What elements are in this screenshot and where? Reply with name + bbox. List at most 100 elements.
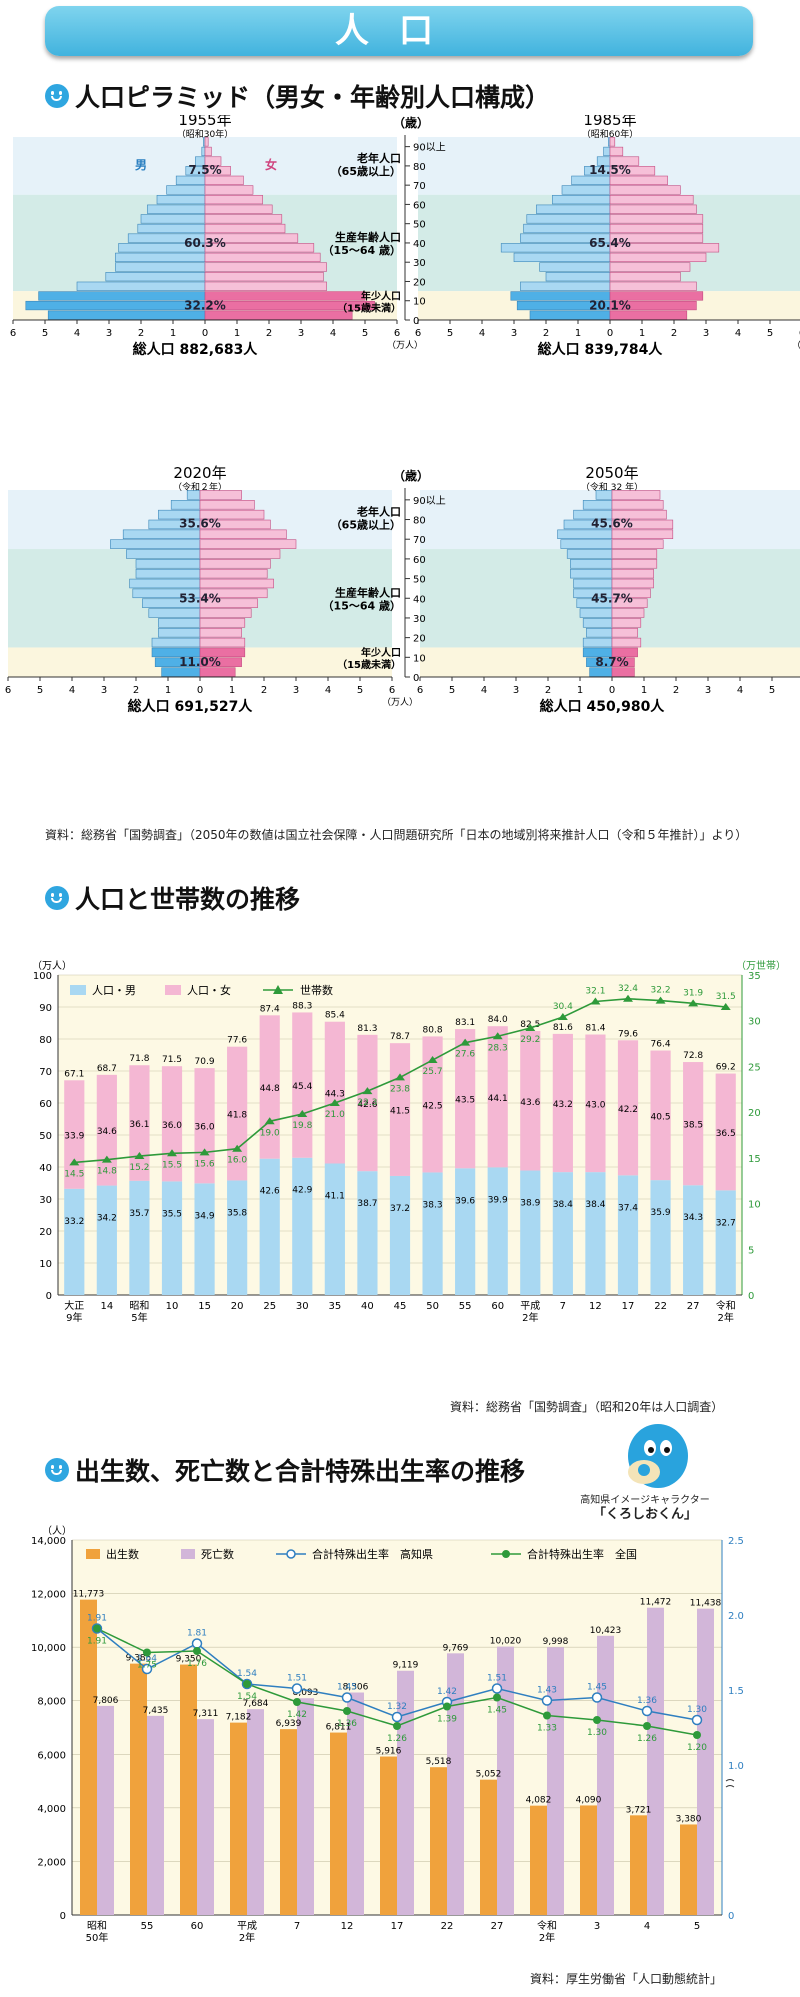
households-value: 15.2 [129,1163,149,1173]
x-tick-label: 2 [261,685,267,696]
total-population: 総人口 882,683人 [133,341,259,358]
births-bar [180,1664,197,1915]
male-bar [570,559,613,569]
deaths-value: 7,806 [93,1696,119,1706]
x-tick-label: 昭和 [129,1300,149,1312]
tfr-kochi-value: 1.51 [287,1674,307,1684]
births-value: 6,939 [276,1719,302,1729]
x-tick-label: 2年 [239,1931,255,1944]
y2-tick-label: 2.5 [728,1536,744,1547]
x-tick-label: 17 [391,1921,404,1932]
working-band-label: （15〜64 歳） [323,243,401,257]
male-value: 33.2 [64,1217,84,1227]
legend-swatch [181,1549,195,1559]
x-tick-label: 22 [441,1921,454,1932]
pyramid-title: 2020年 [173,464,226,482]
female-bar [611,549,658,559]
axis-break-icon [725,1779,735,1788]
households-point [167,1149,177,1157]
births-value: 4,090 [576,1795,602,1805]
y2-tick-label: 25 [748,1062,761,1073]
male-bar [201,146,206,157]
female-value: 36.0 [195,1123,215,1133]
elderly-band-label: 老年人口 [356,151,401,165]
female-bar [650,1050,671,1181]
births-value: 9,350 [176,1655,202,1665]
male-bar [586,627,613,638]
tfr-japan-point [693,1731,701,1739]
female-value: 43.2 [553,1100,573,1110]
male-bar [137,223,206,234]
male-bar [487,1167,508,1295]
female-bar [204,291,366,301]
tfr-japan-value: 1.91 [87,1637,107,1647]
x-tick-label: 27 [687,1301,700,1312]
age-tick-label: 0 [413,673,419,684]
female-bar [715,1073,736,1191]
female-value: 36.0 [162,1121,182,1131]
pyramid-subtitle: （令和２年） [173,481,227,493]
female-bar [324,1021,345,1164]
x-tick-label: 2 [673,685,679,696]
age-tick-label: 10 [413,297,426,308]
age-tick-label: 20 [413,634,426,645]
male-value: 34.9 [195,1211,215,1221]
y-tick-label: 80 [39,1035,52,1046]
x-tick-label: 3 [594,1921,600,1932]
births-value: 5,052 [476,1770,502,1780]
tfr-kochi-point [641,1705,653,1717]
age-tick-label: 70 [413,535,426,546]
female-bar [129,1065,150,1181]
male-bar [292,1157,313,1295]
deaths-bar [597,1635,614,1915]
female-value: 38.5 [683,1121,703,1131]
female-value: 33.9 [64,1132,84,1142]
deaths-bar [497,1646,514,1915]
households-value: 15.6 [195,1159,215,1169]
tfr-kochi-value: 1.43 [537,1686,557,1696]
households-value: 27.6 [455,1050,475,1060]
young-share: 32.2% [184,299,226,313]
x-tick-label: 5 [357,685,363,696]
female-bar [611,539,664,549]
female-bar [204,262,327,272]
x-tick-label: 30 [296,1301,309,1312]
legend-label: 人口・女 [187,983,231,997]
x-tick-label: 2 [545,685,551,696]
deaths-value: 9,998 [543,1637,569,1647]
male-bar [715,1190,736,1295]
male-bar [148,608,201,618]
x-tick-label: 5 [42,328,48,339]
y-tick-label: 60 [39,1099,52,1110]
male-bar [64,1188,85,1295]
y-tick-label: 14,000 [31,1536,66,1547]
tfr-kochi-value: 1.45 [587,1683,607,1693]
births-value: 3,380 [676,1814,702,1824]
legend-marker [286,1549,296,1559]
male-bar [110,539,201,549]
x-tick-label: 3 [293,685,299,696]
y-tick-label: 50 [39,1131,52,1142]
deaths-value: 7,435 [143,1706,169,1716]
tfr-kochi-value: 1.54 [237,1669,257,1679]
deaths-bar [147,1715,164,1915]
female-bar [455,1029,476,1169]
x-unit: （万人） [792,340,800,351]
y-tick-label: 90 [39,1003,52,1014]
x-tick-label: 60 [491,1301,504,1312]
pyramid-subtitle: （昭和60年） [582,128,638,140]
households-value: 31.5 [716,992,736,1002]
female-bar [204,185,254,195]
male-value: 35.7 [129,1209,149,1219]
births-value: 7,182 [226,1713,252,1723]
x-tick-label: 5 [362,328,368,339]
elderly-share: 7.5% [188,163,221,177]
households-value: 30.4 [553,1002,573,1012]
female-bar [487,1026,508,1168]
male-bar [135,568,201,579]
female-bar [609,223,704,234]
y-tick-label: 30 [39,1195,52,1206]
tfr-japan-point [293,1698,301,1706]
female-bar [199,529,287,540]
x-tick-label: 1 [165,685,171,696]
